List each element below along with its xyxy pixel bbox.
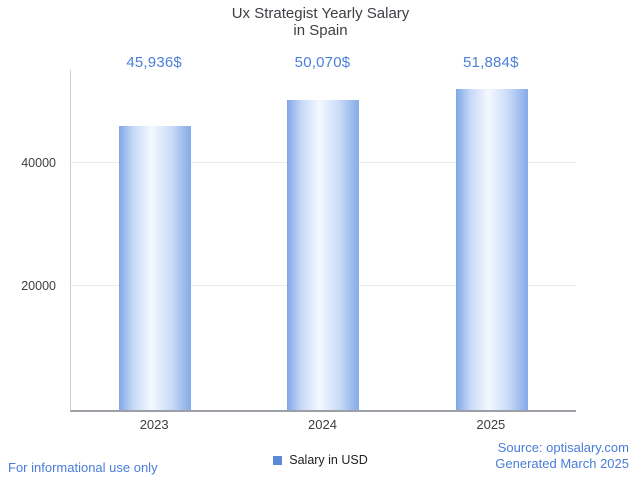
bar-value-2024: 50,070$ [294, 54, 351, 71]
x-label-2025: 2025 [476, 417, 506, 432]
bar-2025 [455, 89, 528, 410]
bar-value-2025: 51,884$ [463, 54, 519, 71]
legend: Salary in USD [0, 453, 641, 467]
bar-value-labels: 45,936$ 50,070$ 51,884$ [70, 54, 575, 71]
chart-title-line2: in Spain [293, 22, 348, 39]
bars-container [71, 70, 576, 410]
bar-2023 [119, 126, 192, 410]
source-link[interactable]: Source: optisalary.com [497, 440, 629, 455]
bar-column-2023 [71, 70, 239, 410]
legend-swatch-icon [273, 455, 283, 465]
plot-area [70, 70, 576, 412]
y-tick-40000: 40000 [21, 156, 56, 170]
disclaimer-text: For informational use only [8, 460, 158, 475]
bar-value-2023: 45,936$ [126, 54, 182, 71]
generated-date: Generated March 2025 [495, 456, 629, 471]
bar-column-2025 [408, 70, 576, 410]
legend-label: Salary in USD [289, 453, 368, 467]
x-label-2024: 2024 [308, 417, 337, 432]
chart-title-line1: Ux Strategist Yearly Salary [231, 5, 410, 22]
y-axis-tick-labels: 20000 40000 [0, 70, 64, 410]
y-tick-20000: 20000 [21, 279, 56, 293]
x-axis-labels: 2023 2024 2025 [70, 417, 575, 432]
chart-title: Ux Strategist Yearly Salary in Spain [0, 5, 641, 39]
source-block: Source: optisalary.com Generated March 2… [495, 440, 629, 472]
bar-column-2024 [239, 70, 407, 410]
bar-2024 [287, 100, 360, 410]
x-label-2023: 2023 [139, 417, 169, 432]
